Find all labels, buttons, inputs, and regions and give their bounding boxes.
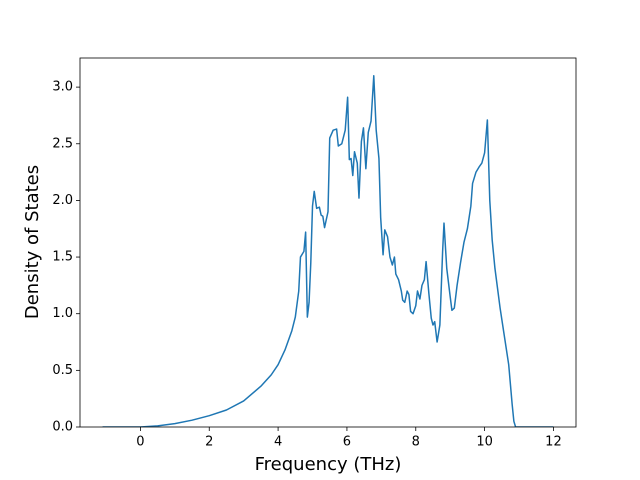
x-axis-label: Frequency (THz) bbox=[255, 454, 402, 475]
x-tick-label: 2 bbox=[205, 435, 213, 450]
y-tick-label: 1.5 bbox=[52, 250, 73, 265]
y-tick-label: 2.5 bbox=[52, 136, 73, 151]
x-tick-label: 8 bbox=[412, 435, 420, 450]
y-tick-label: 0.5 bbox=[52, 363, 73, 378]
plot-frame bbox=[79, 57, 577, 428]
y-tick-label: 0.0 bbox=[52, 420, 73, 435]
x-tick-label: 12 bbox=[545, 435, 562, 450]
y-axis-label: Density of States bbox=[22, 165, 43, 319]
x-tick-label: 10 bbox=[476, 435, 493, 450]
x-tick-label: 6 bbox=[343, 435, 351, 450]
x-tick-label: 0 bbox=[136, 435, 144, 450]
y-tick-label: 2.0 bbox=[52, 193, 73, 208]
x-tick-label: 4 bbox=[274, 435, 282, 450]
y-tick-label: 3.0 bbox=[52, 80, 73, 95]
line bbox=[102, 75, 554, 427]
y-tick-label: 1.0 bbox=[52, 306, 73, 321]
